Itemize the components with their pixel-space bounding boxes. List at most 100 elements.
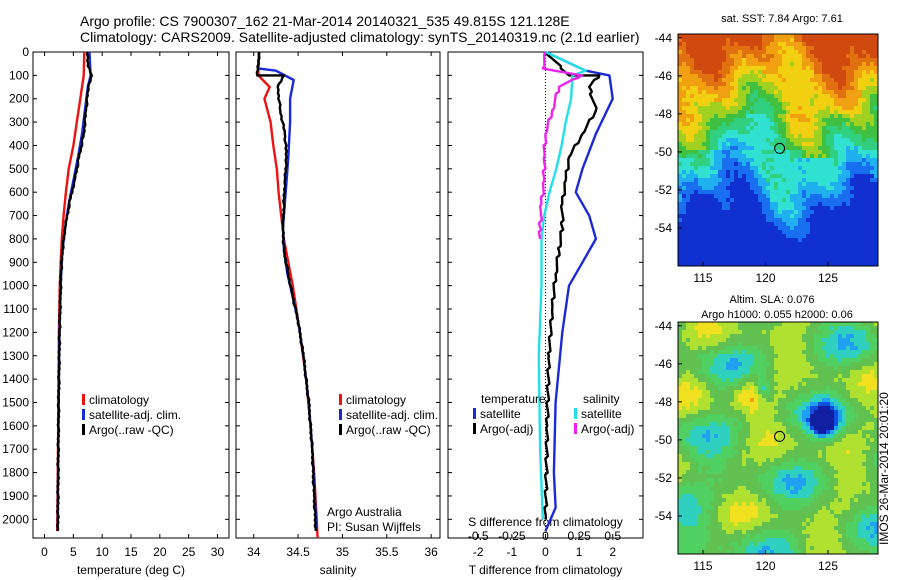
map-cell: [858, 370, 862, 374]
map-cell: [778, 50, 782, 54]
map-cell: [702, 414, 706, 418]
map-cell: [858, 126, 862, 130]
map-cell: [722, 90, 726, 94]
map-cell: [790, 366, 794, 370]
map-cell: [858, 82, 862, 86]
map-cell: [790, 334, 794, 338]
map-cell: [806, 34, 810, 38]
map-cell: [846, 194, 850, 198]
map-cell: [710, 138, 714, 142]
map-cell: [678, 194, 682, 198]
map-cell: [834, 90, 838, 94]
map-cell: [686, 230, 690, 234]
map-cell: [798, 386, 802, 390]
map-cell: [778, 210, 782, 214]
map-cell: [694, 358, 698, 362]
map-cell: [798, 190, 802, 194]
map-cell: [850, 222, 854, 226]
map-cell: [742, 194, 746, 198]
map-cell: [710, 418, 714, 422]
map-cell: [874, 414, 878, 418]
map-cell: [874, 186, 878, 190]
map-cell: [778, 194, 782, 198]
map-cell: [862, 430, 866, 434]
map-cell: [802, 358, 806, 362]
map-cell: [718, 386, 722, 390]
map-cell: [814, 106, 818, 110]
map-cell: [858, 398, 862, 402]
x-tick-label: 1: [576, 545, 583, 559]
map-cell: [850, 66, 854, 70]
map-cell: [850, 378, 854, 382]
map-cell: [818, 354, 822, 358]
map-cell: [834, 42, 838, 46]
map-cell: [850, 362, 854, 366]
map-cell: [742, 110, 746, 114]
map-cell: [746, 338, 750, 342]
map-cell: [686, 118, 690, 122]
map-cell: [706, 406, 710, 410]
map-cell: [770, 130, 774, 134]
map-cell: [738, 326, 742, 330]
map-cell: [814, 394, 818, 398]
map-cell: [814, 358, 818, 362]
map-cell: [858, 106, 862, 110]
map-cell: [862, 98, 866, 102]
map-cell: [754, 366, 758, 370]
map-cell: [786, 458, 790, 462]
map-cell: [874, 166, 878, 170]
map-cell: [758, 174, 762, 178]
map-cell: [858, 150, 862, 154]
map-cell: [726, 146, 730, 150]
map-cell: [742, 466, 746, 470]
map-cell: [870, 218, 874, 222]
map-cell: [822, 54, 826, 58]
map-cell: [842, 62, 846, 66]
map-cell: [842, 194, 846, 198]
map-cell: [734, 34, 738, 38]
map-cell: [794, 170, 798, 174]
map-cell: [742, 378, 746, 382]
map-cell: [718, 342, 722, 346]
map-cell: [710, 210, 714, 214]
map-cell: [870, 214, 874, 218]
map-cell: [774, 246, 778, 250]
map-cell: [854, 78, 858, 82]
map-cell: [714, 170, 718, 174]
map-cell: [874, 158, 878, 162]
map-cell: [846, 146, 850, 150]
map-cell: [766, 394, 770, 398]
map-cell: [714, 126, 718, 130]
map-cell: [774, 86, 778, 90]
map-cell: [738, 230, 742, 234]
map-cell: [718, 378, 722, 382]
map-cell: [806, 362, 810, 366]
map-cell: [734, 242, 738, 246]
map-cell: [762, 186, 766, 190]
map-cell: [758, 430, 762, 434]
map-cell: [738, 94, 742, 98]
map-cell: [746, 410, 750, 414]
map-cell: [834, 334, 838, 338]
map-cell: [866, 126, 870, 130]
map-cell: [698, 226, 702, 230]
map-cell: [698, 330, 702, 334]
map-cell: [858, 186, 862, 190]
map-cell: [734, 50, 738, 54]
map-cell: [754, 62, 758, 66]
map-cell: [722, 150, 726, 154]
map-cell: [758, 418, 762, 422]
map-cell: [810, 422, 814, 426]
map-cell: [850, 422, 854, 426]
map-cell: [698, 70, 702, 74]
map-cell: [814, 122, 818, 126]
map-cell: [750, 410, 754, 414]
map-cell: [730, 446, 734, 450]
map-cell: [834, 50, 838, 54]
map-cell: [714, 342, 718, 346]
map-cell: [782, 322, 786, 326]
map-cell: [678, 326, 682, 330]
map-cell: [846, 170, 850, 174]
map-cell: [698, 150, 702, 154]
map-cell: [822, 142, 826, 146]
